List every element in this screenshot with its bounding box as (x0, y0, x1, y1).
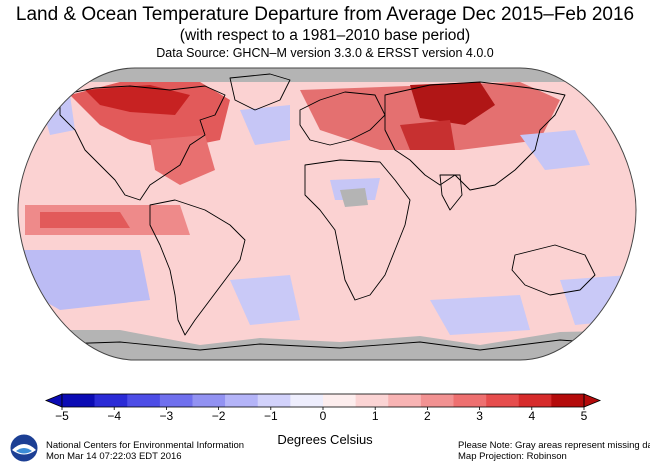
colorbar-swatch (127, 394, 161, 407)
colorbar-max-arrow (583, 393, 602, 408)
colorbar-swatch (257, 394, 291, 407)
indian-ocean-cool-anomaly (430, 295, 530, 335)
africa-coastline (304, 159, 411, 301)
south-pacific-cool-anomaly (20, 250, 150, 310)
australia-coastline (511, 244, 596, 296)
arctic-missing-band (18, 68, 636, 82)
map-notes: Please Note: Gray areas represent missin… (458, 440, 650, 462)
north-america-strong-warm-anomaly (85, 85, 190, 115)
colorbar-tick-label: −2 (211, 409, 226, 423)
data-source: Data Source: GHCN–M version 3.3.0 & ERSS… (156, 46, 494, 60)
colorbar-tick-label: −4 (107, 409, 122, 423)
colorbar-swatch (486, 394, 520, 407)
colorbar (44, 393, 602, 410)
map-title: Land & Ocean Temperature Departure from … (15, 4, 635, 25)
colorbar-swatch (551, 394, 585, 407)
noaa-logo (9, 433, 39, 463)
colorbar-tick-label: 5 (580, 409, 588, 423)
central-asia-warm-anomaly (400, 120, 455, 150)
siberia-strong-warm-anomaly (410, 82, 495, 125)
projection-note: Map Projection: Robinson (458, 451, 567, 462)
north-america-coastline (59, 85, 226, 201)
colorbar-swatch (94, 394, 128, 407)
colorbar-min-arrow (44, 393, 63, 408)
antarctic-missing-band (18, 330, 636, 360)
colorbar-swatch (323, 394, 356, 407)
colorbar-swatch (192, 394, 226, 407)
india-coastline (439, 174, 463, 211)
colorbar-tick-label: −1 (263, 409, 278, 423)
timestamp: Mon Mar 14 07:22:03 EDT 2016 (46, 451, 182, 462)
greenland-coastline (229, 73, 291, 111)
colorbar-swatch (518, 394, 552, 407)
globe-outline (17, 67, 637, 361)
el-nino-core (40, 212, 130, 228)
sahara-missing-patch (340, 188, 368, 207)
colorbar-swatch (420, 394, 454, 407)
colorbar-swatch (453, 394, 487, 407)
colorbar-tick-label: 3 (476, 409, 483, 423)
colorbar-swatch (225, 394, 259, 407)
colorbar-tick-label: −5 (55, 409, 69, 423)
colorbar-tick-label: −3 (159, 409, 174, 423)
organization-info: National Centers for Environmental Infor… (46, 440, 244, 462)
colorbar-unit-label: Degrees Celsius (277, 432, 373, 447)
missing-data-note: Please Note: Gray areas represent missin… (458, 440, 650, 451)
colorbar-tick-label: 1 (371, 409, 379, 423)
colorbar-swatch (62, 394, 95, 407)
south-atlantic-cool-anomaly (230, 275, 300, 325)
colorbar-tick-label: 0 (319, 409, 327, 423)
north-atlantic-cool-anomaly (240, 105, 290, 145)
map-subtitle: (with respect to a 1981–2010 base period… (179, 27, 471, 44)
europe-coastline (299, 91, 386, 146)
asia-coastline (384, 81, 566, 191)
colorbar-swatch (290, 394, 324, 407)
colorbar-swatch (159, 394, 193, 407)
south-america-coastline (149, 199, 246, 336)
colorbar-tick-label: 2 (424, 409, 431, 423)
organization-name: National Centers for Environmental Infor… (46, 440, 245, 451)
colorbar-swatch (355, 394, 389, 407)
colorbar-tick-label: 4 (528, 409, 536, 423)
colorbar-swatch (388, 394, 422, 407)
antarctica-coastline (29, 339, 631, 351)
